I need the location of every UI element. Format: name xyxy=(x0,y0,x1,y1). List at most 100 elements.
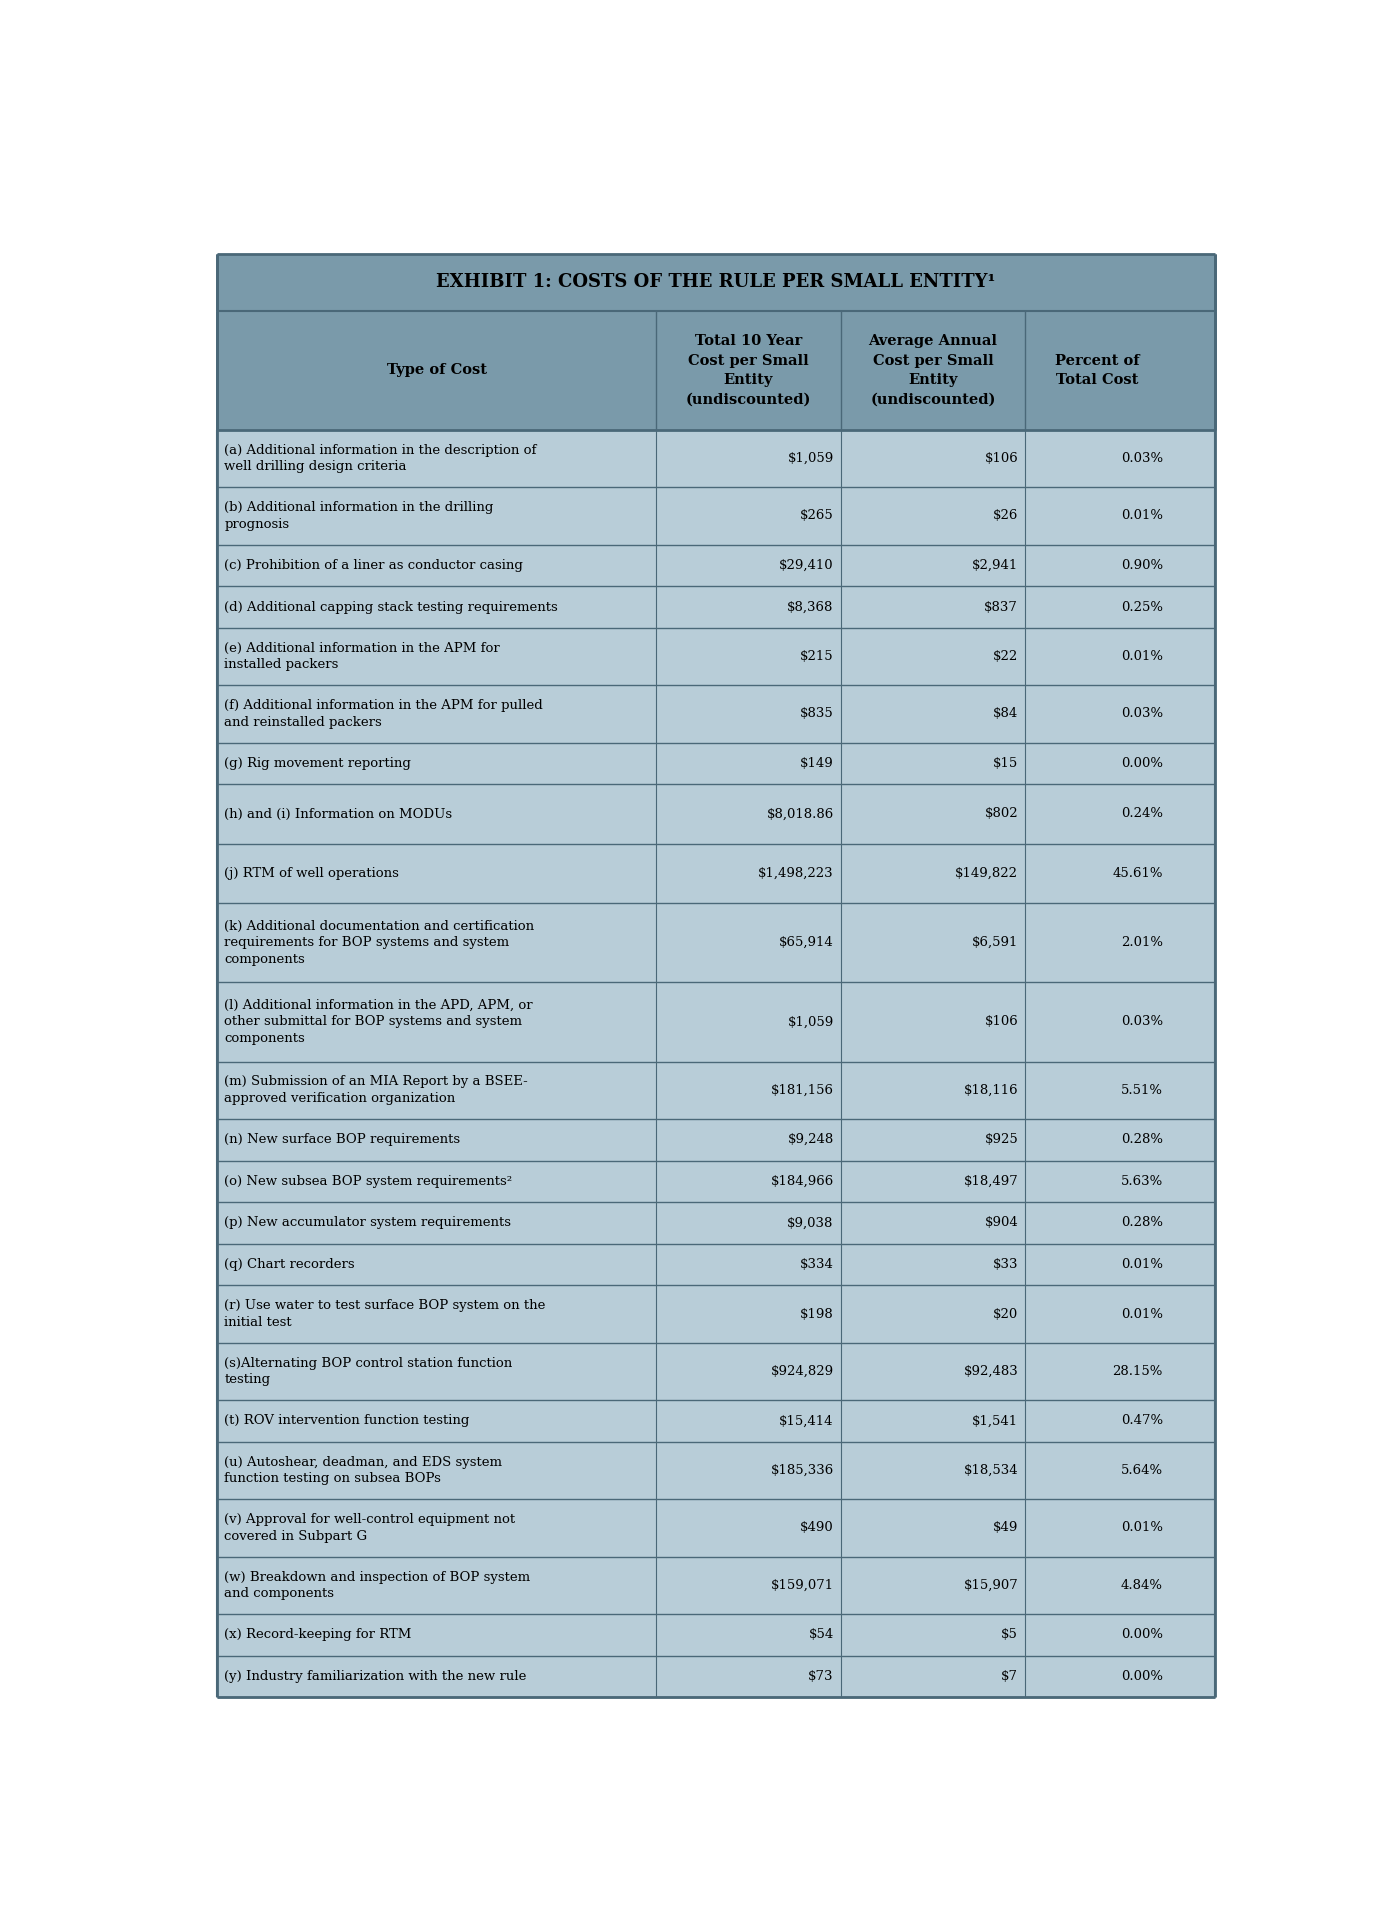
Text: (b) Additional information in the drilling
prognosis: (b) Additional information in the drilli… xyxy=(225,501,493,530)
Text: 0.24%: 0.24% xyxy=(1120,808,1162,820)
Text: $22: $22 xyxy=(993,651,1018,662)
Bar xyxy=(218,783,1214,843)
Bar xyxy=(218,545,1214,586)
Text: $29,410: $29,410 xyxy=(780,559,834,572)
Text: 0.00%: 0.00% xyxy=(1120,756,1162,770)
Bar xyxy=(218,1244,1214,1284)
Text: 28.15%: 28.15% xyxy=(1112,1365,1162,1379)
Text: $215: $215 xyxy=(800,651,834,662)
Text: $33: $33 xyxy=(993,1258,1018,1271)
Bar xyxy=(218,983,1214,1062)
Text: 0.00%: 0.00% xyxy=(1120,1628,1162,1642)
Text: (k) Additional documentation and certification
requirements for BOP systems and : (k) Additional documentation and certifi… xyxy=(225,920,534,966)
Text: $18,534: $18,534 xyxy=(964,1463,1018,1476)
Bar xyxy=(218,1442,1214,1500)
Text: 45.61%: 45.61% xyxy=(1112,868,1162,879)
Text: $837: $837 xyxy=(985,601,1018,614)
Text: 0.90%: 0.90% xyxy=(1120,559,1162,572)
Text: (g) Rig movement reporting: (g) Rig movement reporting xyxy=(225,756,411,770)
Text: (a) Additional information in the description of
well drilling design criteria: (a) Additional information in the descri… xyxy=(225,444,536,472)
Text: $65,914: $65,914 xyxy=(780,937,834,948)
Text: (d) Additional capping stack testing requirements: (d) Additional capping stack testing req… xyxy=(225,601,557,614)
Text: EXHIBIT 1: COSTS OF THE RULE PER SMALL ENTITY¹: EXHIBIT 1: COSTS OF THE RULE PER SMALL E… xyxy=(436,273,996,292)
Text: $106: $106 xyxy=(985,1016,1018,1029)
Bar xyxy=(218,1557,1214,1615)
Bar xyxy=(218,253,1214,311)
Text: $265: $265 xyxy=(800,509,834,522)
Text: Percent of
Total Cost: Percent of Total Cost xyxy=(1055,353,1140,388)
Text: $54: $54 xyxy=(809,1628,834,1642)
Text: $20: $20 xyxy=(993,1308,1018,1321)
Text: (m) Submission of an MIA Report by a BSEE-
approved verification organization: (m) Submission of an MIA Report by a BSE… xyxy=(225,1075,528,1106)
Text: $802: $802 xyxy=(985,808,1018,820)
Bar xyxy=(218,1655,1214,1697)
Bar xyxy=(218,586,1214,628)
Bar xyxy=(218,743,1214,783)
Text: 0.28%: 0.28% xyxy=(1120,1217,1162,1229)
Bar xyxy=(218,311,1214,430)
Text: $1,498,223: $1,498,223 xyxy=(759,868,834,879)
Text: (r) Use water to test surface BOP system on the
initial test: (r) Use water to test surface BOP system… xyxy=(225,1300,546,1329)
Text: $15,907: $15,907 xyxy=(964,1578,1018,1592)
Text: 0.47%: 0.47% xyxy=(1120,1415,1162,1427)
Text: Total 10 Year
Cost per Small
Entity
(undiscounted): Total 10 Year Cost per Small Entity (und… xyxy=(686,334,812,407)
Bar xyxy=(218,1202,1214,1244)
Text: $1,059: $1,059 xyxy=(788,1016,834,1029)
Text: $73: $73 xyxy=(809,1670,834,1684)
Text: (w) Breakdown and inspection of BOP system
and components: (w) Breakdown and inspection of BOP syst… xyxy=(225,1571,531,1599)
Text: $924,829: $924,829 xyxy=(771,1365,834,1379)
Text: $1,059: $1,059 xyxy=(788,451,834,465)
Bar xyxy=(218,843,1214,902)
Text: $181,156: $181,156 xyxy=(771,1083,834,1096)
Text: (n) New surface BOP requirements: (n) New surface BOP requirements xyxy=(225,1133,461,1146)
Bar xyxy=(218,1615,1214,1655)
Bar xyxy=(218,1342,1214,1400)
Text: $15: $15 xyxy=(993,756,1018,770)
Bar xyxy=(218,685,1214,743)
Text: (x) Record-keeping for RTM: (x) Record-keeping for RTM xyxy=(225,1628,412,1642)
Text: 5.51%: 5.51% xyxy=(1120,1083,1162,1096)
Bar xyxy=(218,488,1214,545)
Text: 0.25%: 0.25% xyxy=(1120,601,1162,614)
Text: $9,248: $9,248 xyxy=(788,1133,834,1146)
Text: $334: $334 xyxy=(800,1258,834,1271)
Text: 0.01%: 0.01% xyxy=(1120,1308,1162,1321)
Text: $8,368: $8,368 xyxy=(788,601,834,614)
Text: 0.00%: 0.00% xyxy=(1120,1670,1162,1684)
Text: 2.01%: 2.01% xyxy=(1120,937,1162,948)
Bar xyxy=(218,430,1214,488)
Bar xyxy=(218,1284,1214,1342)
Text: $159,071: $159,071 xyxy=(771,1578,834,1592)
Text: $835: $835 xyxy=(800,707,834,720)
Text: $6,591: $6,591 xyxy=(972,937,1018,948)
Bar xyxy=(218,902,1214,983)
Text: (u) Autoshear, deadman, and EDS system
function testing on subsea BOPs: (u) Autoshear, deadman, and EDS system f… xyxy=(225,1455,503,1486)
Text: $15,414: $15,414 xyxy=(780,1415,834,1427)
Bar xyxy=(218,1119,1214,1160)
Text: 0.28%: 0.28% xyxy=(1120,1133,1162,1146)
Text: 0.01%: 0.01% xyxy=(1120,651,1162,662)
Text: $904: $904 xyxy=(985,1217,1018,1229)
Bar xyxy=(218,628,1214,685)
Text: $7: $7 xyxy=(1002,1670,1018,1684)
Text: 0.03%: 0.03% xyxy=(1120,451,1162,465)
Text: $106: $106 xyxy=(985,451,1018,465)
Text: 5.63%: 5.63% xyxy=(1120,1175,1162,1188)
Text: $8,018.86: $8,018.86 xyxy=(767,808,834,820)
Text: (t) ROV intervention function testing: (t) ROV intervention function testing xyxy=(225,1415,469,1427)
Text: (j) RTM of well operations: (j) RTM of well operations xyxy=(225,868,400,879)
Text: (v) Approval for well-control equipment not
covered in Subpart G: (v) Approval for well-control equipment … xyxy=(225,1513,515,1542)
Text: (q) Chart recorders: (q) Chart recorders xyxy=(225,1258,355,1271)
Text: Type of Cost: Type of Cost xyxy=(387,363,486,378)
Text: Average Annual
Cost per Small
Entity
(undiscounted): Average Annual Cost per Small Entity (un… xyxy=(869,334,997,407)
Text: (p) New accumulator system requirements: (p) New accumulator system requirements xyxy=(225,1217,511,1229)
Bar xyxy=(218,1062,1214,1119)
Text: $184,966: $184,966 xyxy=(770,1175,834,1188)
Text: $149: $149 xyxy=(800,756,834,770)
Text: $5: $5 xyxy=(1002,1628,1018,1642)
Text: $26: $26 xyxy=(993,509,1018,522)
Bar xyxy=(218,1500,1214,1557)
Text: 5.64%: 5.64% xyxy=(1120,1463,1162,1476)
Text: (e) Additional information in the APM for
installed packers: (e) Additional information in the APM fo… xyxy=(225,641,500,672)
Bar xyxy=(218,1400,1214,1442)
